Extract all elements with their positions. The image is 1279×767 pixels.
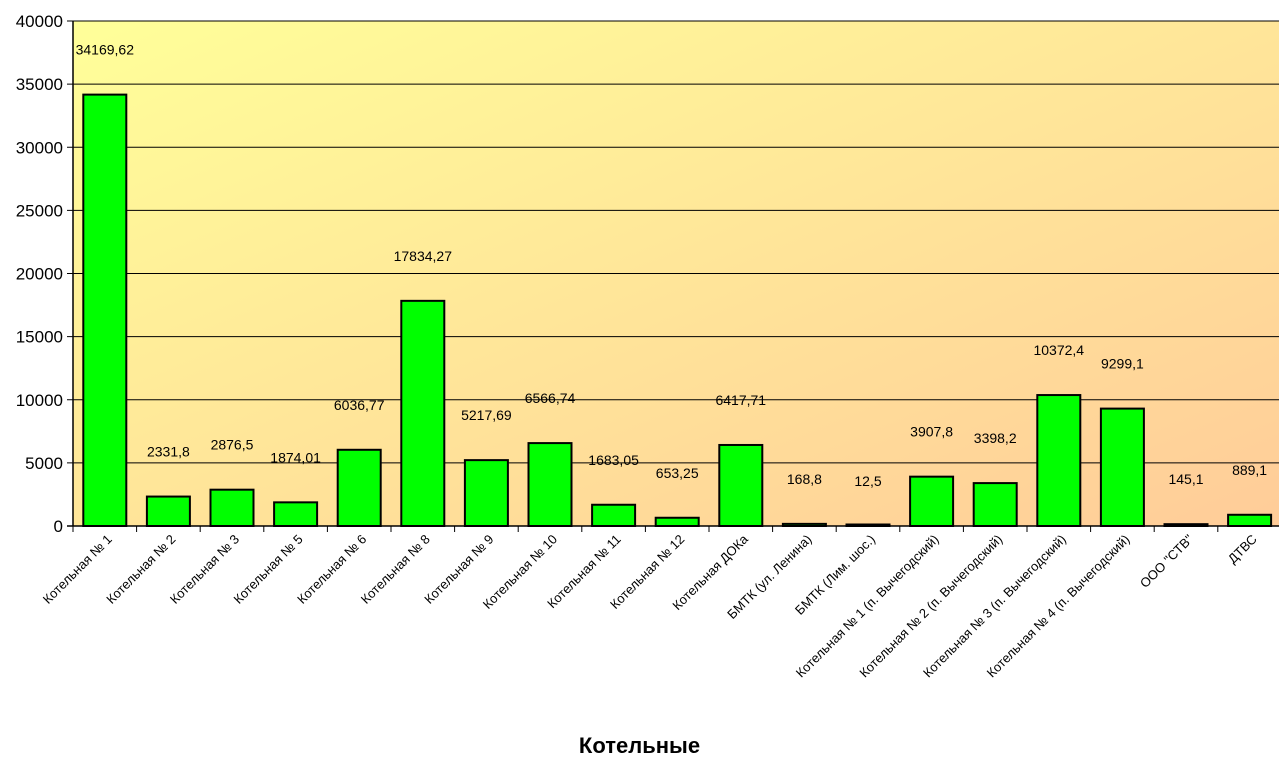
bar: [972, 482, 1018, 527]
bar: [336, 448, 382, 527]
bar: [909, 475, 955, 528]
data-label: 6417,71: [715, 392, 766, 408]
y-tick-label: 0: [54, 517, 63, 536]
data-label: 6036,77: [334, 397, 385, 413]
data-label: 17834,27: [394, 248, 453, 264]
y-tick-label: 10000: [16, 391, 63, 410]
y-axis-ticks: 0 5000 10000 15000 20000 25000 30000 35000 40000: [16, 12, 73, 536]
bar: [1099, 407, 1145, 528]
data-label: 1874,01: [270, 449, 321, 465]
data-label: 2876,5: [211, 437, 254, 453]
data-label: 653,25: [656, 465, 699, 481]
bar: [209, 488, 255, 527]
y-tick-label: 40000: [16, 12, 63, 31]
y-tick-label: 15000: [16, 328, 63, 347]
gridlines: [73, 20, 1279, 464]
data-label: 3907,8: [910, 424, 953, 440]
data-label: 6566,74: [525, 390, 576, 406]
data-label: 5217,69: [461, 407, 512, 423]
bar: [654, 516, 700, 528]
bar: [400, 299, 446, 527]
y-tick-label: 5000: [25, 454, 63, 473]
x-axis-title: Котельные: [578, 733, 701, 758]
data-label: 9299,1: [1101, 356, 1144, 372]
bar: [273, 501, 319, 528]
y-tick-label: 30000: [16, 138, 63, 157]
axes: [67, 21, 1279, 527]
bars: [82, 93, 1273, 528]
bar: [463, 459, 509, 528]
data-label: 889,1: [1232, 462, 1267, 478]
bar: [1036, 394, 1082, 528]
data-label: 2331,8: [147, 444, 190, 460]
y-tick-label: 35000: [16, 75, 63, 94]
data-labels: 34169,62 2331,8 2876,5 1874,01 6036,77 17834,…: [76, 42, 1268, 489]
x-tick-label: Котельная № 4 (п. Вычегодский): [984, 532, 1133, 681]
bar: [145, 495, 191, 528]
data-label: 1683,05: [588, 452, 639, 468]
data-label: 168,8: [787, 471, 822, 487]
bar: [1227, 513, 1273, 527]
x-tick-label: ООО "СТВ": [1137, 531, 1196, 590]
x-tick-label: ДТВС: [1225, 532, 1260, 567]
bar: [527, 442, 573, 527]
y-tick-label: 20000: [16, 265, 63, 284]
data-label: 12,5: [854, 473, 881, 489]
bar: [82, 93, 128, 527]
y-tick-label: 25000: [16, 201, 63, 220]
data-label: 145,1: [1168, 471, 1203, 487]
data-label: 10372,4: [1033, 342, 1084, 358]
bar: [718, 443, 764, 527]
data-label: 34169,62: [76, 42, 135, 58]
data-label: 3398,2: [974, 430, 1017, 446]
bar: [591, 503, 637, 528]
